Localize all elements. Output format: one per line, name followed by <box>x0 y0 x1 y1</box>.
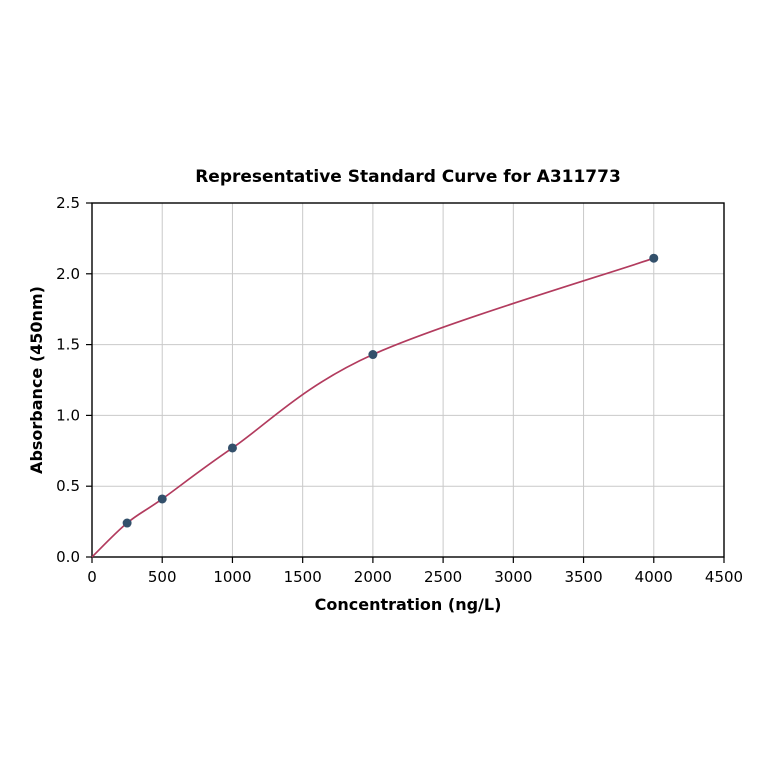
chart-title: Representative Standard Curve for A31177… <box>195 167 621 187</box>
x-axis-label: Concentration (ng/L) <box>315 595 502 614</box>
data-point-marker <box>157 494 167 504</box>
y-axis-label: Absorbance (450nm) <box>27 286 46 474</box>
y-tick-label: 1.5 <box>56 336 80 354</box>
x-tick-label: 3500 <box>564 568 602 586</box>
y-tick-label: 0.5 <box>56 477 80 495</box>
x-tick-label: 500 <box>148 568 177 586</box>
y-tick-label: 2.0 <box>56 265 80 283</box>
x-tick-label: 3000 <box>494 568 532 586</box>
x-tick-label: 4500 <box>705 568 743 586</box>
plot-border <box>91 202 725 558</box>
y-tick-label: 2.5 <box>56 194 80 212</box>
data-point-marker <box>227 443 237 453</box>
x-tick-label: 2500 <box>424 568 462 586</box>
x-tick-label: 2000 <box>354 568 392 586</box>
y-tick-label: 1.0 <box>56 406 80 424</box>
data-point-marker <box>368 350 378 360</box>
data-point-marker <box>122 518 132 528</box>
x-tick-label: 1000 <box>213 568 251 586</box>
x-tick-label: 1500 <box>284 568 322 586</box>
x-tick-label: 0 <box>87 568 97 586</box>
data-point-marker <box>649 253 659 263</box>
x-tick-label: 4000 <box>635 568 673 586</box>
y-tick-label: 0.0 <box>56 548 80 566</box>
